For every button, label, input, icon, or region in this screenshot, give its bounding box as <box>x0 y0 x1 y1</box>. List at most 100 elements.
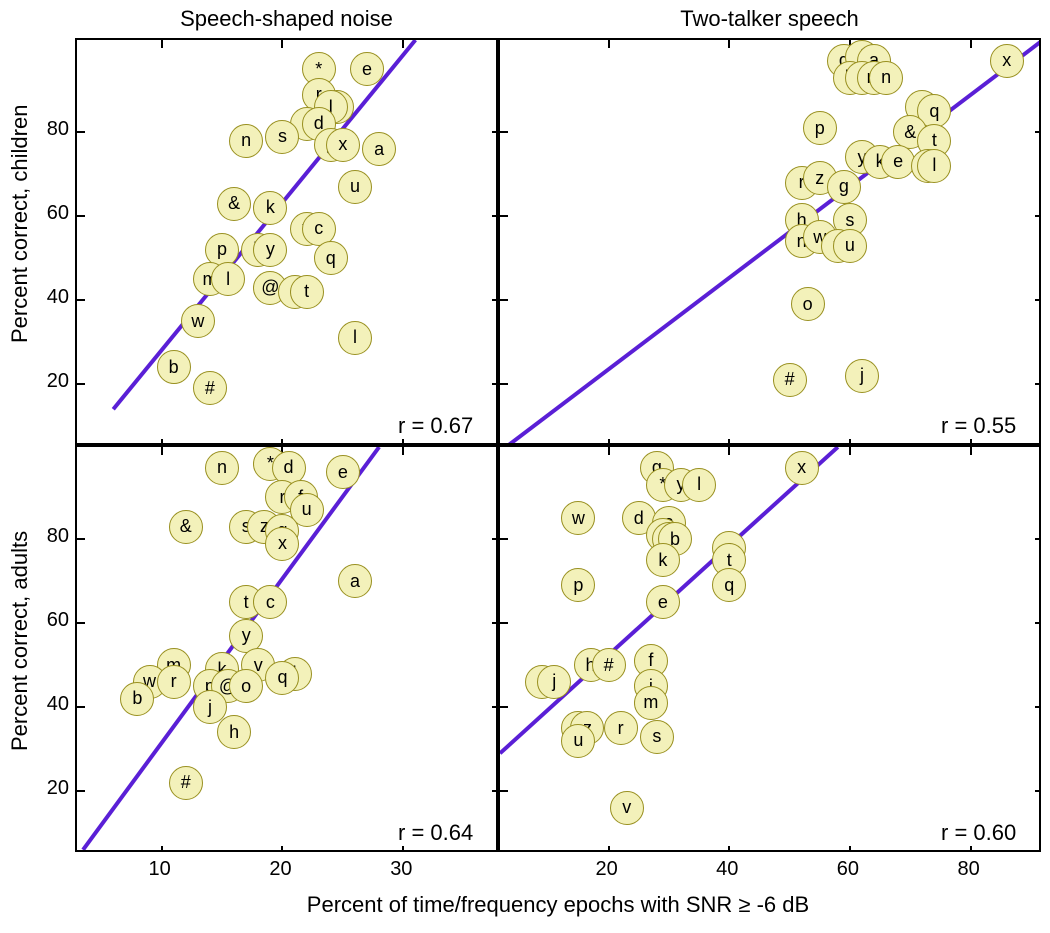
ytick-mark <box>500 215 508 217</box>
xtick-label: 20 <box>260 858 300 881</box>
ytick-mark <box>77 538 85 540</box>
xtick-mark <box>608 40 610 48</box>
scatter-point: u <box>561 724 595 758</box>
regression-line <box>77 40 496 443</box>
scatter-point: e <box>881 145 915 179</box>
r-value-label: r = 0.67 <box>398 413 473 439</box>
xtick-mark <box>608 846 610 852</box>
xtick-mark <box>970 447 972 455</box>
ytick-mark <box>77 131 85 133</box>
xtick-mark <box>728 447 730 455</box>
xtick-mark <box>161 40 163 48</box>
scatter-point: s <box>265 120 299 154</box>
xtick-mark <box>608 447 610 455</box>
ytick-mark <box>77 215 85 217</box>
ytick-mark <box>500 383 508 385</box>
ytick-mark <box>1035 622 1041 624</box>
xtick-mark <box>402 846 404 852</box>
scatter-point: e <box>350 52 384 86</box>
xtick-mark <box>402 447 404 455</box>
ytick-mark <box>77 622 85 624</box>
scatter-point: p <box>561 568 595 602</box>
ytick-label: 40 <box>29 286 69 309</box>
scatter-point: x <box>785 451 819 485</box>
ytick-mark <box>500 131 508 133</box>
scatter-point: a <box>362 132 396 166</box>
xtick-label: 20 <box>587 858 627 881</box>
scatter-point: & <box>217 187 251 221</box>
ytick-mark <box>500 790 508 792</box>
ytick-label: 80 <box>29 525 69 548</box>
ytick-mark <box>77 790 85 792</box>
xtick-mark <box>849 447 851 455</box>
ytick-label: 60 <box>29 202 69 225</box>
ytick-mark <box>77 299 85 301</box>
scatter-point: h <box>217 715 251 749</box>
scatter-point: o <box>791 287 825 321</box>
scatter-point: n <box>869 61 903 95</box>
scatter-point: l <box>682 468 716 502</box>
scatter-point: p <box>803 111 837 145</box>
scatter-point: # <box>193 371 227 405</box>
xtick-mark <box>161 846 163 852</box>
scatter-point: x <box>265 527 299 561</box>
scatter-point: b <box>120 682 154 716</box>
xtick-label: 60 <box>828 858 868 881</box>
scatter-point: n <box>229 124 263 158</box>
ytick-mark <box>1035 383 1041 385</box>
ytick-mark <box>1035 706 1041 708</box>
scatter-point: s <box>640 720 674 754</box>
ytick-mark <box>1035 299 1041 301</box>
scatter-point: k <box>646 543 680 577</box>
xtick-label: 80 <box>949 858 989 881</box>
scatter-point: r <box>604 711 638 745</box>
scatter-point: q <box>712 568 746 602</box>
scatter-point: b <box>157 350 191 384</box>
scatter-point: l <box>338 321 372 355</box>
scatter-point: a <box>338 564 372 598</box>
xtick-mark <box>281 846 283 852</box>
ytick-mark <box>1035 131 1041 133</box>
ytick-mark <box>500 538 508 540</box>
scatter-point: w <box>561 501 595 535</box>
scatter-point: n <box>205 451 239 485</box>
scatter-point: e <box>646 585 680 619</box>
scatter-point: o <box>229 669 263 703</box>
ytick-label: 20 <box>29 777 69 800</box>
scatter-point: u <box>338 170 372 204</box>
row-title-bottom: Percent correct, adults <box>7 551 33 751</box>
scatter-point: j <box>537 665 571 699</box>
scatter-point: k <box>253 191 287 225</box>
scatter-point: j <box>845 359 879 393</box>
xtick-mark <box>728 40 730 48</box>
ytick-mark <box>1035 790 1041 792</box>
xtick-mark <box>281 40 283 48</box>
xtick-mark <box>970 846 972 852</box>
ytick-mark <box>500 622 508 624</box>
scatter-point: x <box>326 128 360 162</box>
ytick-mark <box>1035 215 1041 217</box>
ytick-mark <box>500 299 508 301</box>
scatter-point: q <box>265 661 299 695</box>
ytick-mark <box>500 706 508 708</box>
scatter-point: y <box>253 233 287 267</box>
scatter-point: t <box>290 275 324 309</box>
scatter-point: w <box>181 304 215 338</box>
ytick-label: 80 <box>29 118 69 141</box>
panel-bottom-right: gx*ylwda@obcktpqeh#fqjimnzrusv <box>498 445 1041 852</box>
xtick-label: 30 <box>381 858 421 881</box>
scatter-point: x <box>990 44 1024 78</box>
panel-top-left: *erflzdnsgxau&kvcphyqml@dtwlb# <box>75 38 498 445</box>
scatter-point: & <box>169 510 203 544</box>
scatter-point: v <box>610 791 644 825</box>
scatter-point: # <box>169 766 203 800</box>
scatter-point: # <box>592 648 626 682</box>
ytick-label: 60 <box>29 609 69 632</box>
xtick-label: 40 <box>707 858 747 881</box>
r-value-label: r = 0.64 <box>398 820 473 846</box>
scatter-point: c <box>253 585 287 619</box>
xtick-mark <box>161 447 163 455</box>
panel-bottom-left: n*derfu&szgxatcymkvlwrp@oqbjh# <box>75 445 498 852</box>
xtick-mark <box>970 40 972 48</box>
scatter-grid-figure: Speech-shaped noise Two-talker speech Pe… <box>0 0 1050 933</box>
